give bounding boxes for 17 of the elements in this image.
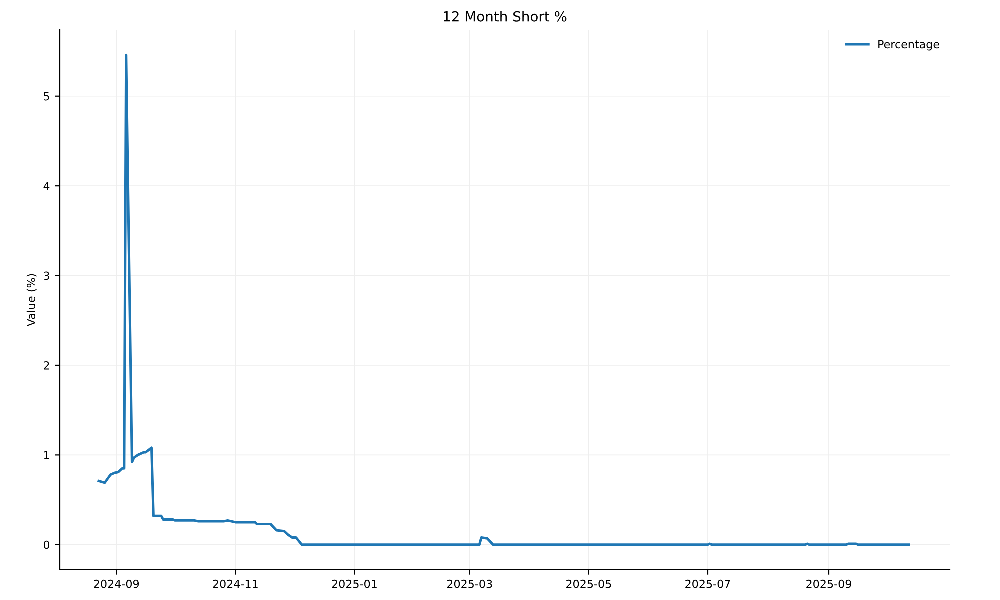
y-tick-label: 1 [44,451,50,460]
line-series [98,54,910,546]
y-tick-label: 0 [44,540,50,550]
y-axis-title: Value (%) [26,274,37,327]
x-tick-label: 2025-05 [566,580,612,588]
chart-title: 12 Month Short % [444,11,567,22]
y-tick-label: 5 [44,92,50,101]
x-tick-label: 2025-03 [447,580,492,588]
x-tick-label: 2025-09 [806,580,852,588]
y-tick-label: 2 [44,361,50,370]
legend-label: Percentage [878,40,940,51]
y-tick-label: 3 [44,272,50,280]
x-tick-label: 2025-07 [686,580,730,588]
y-tick-label: 4 [44,182,50,190]
x-tick-label: 2024-11 [213,580,258,588]
x-tick-label: 2024-09 [94,580,140,588]
x-tick-label: 2025-01 [332,580,377,588]
